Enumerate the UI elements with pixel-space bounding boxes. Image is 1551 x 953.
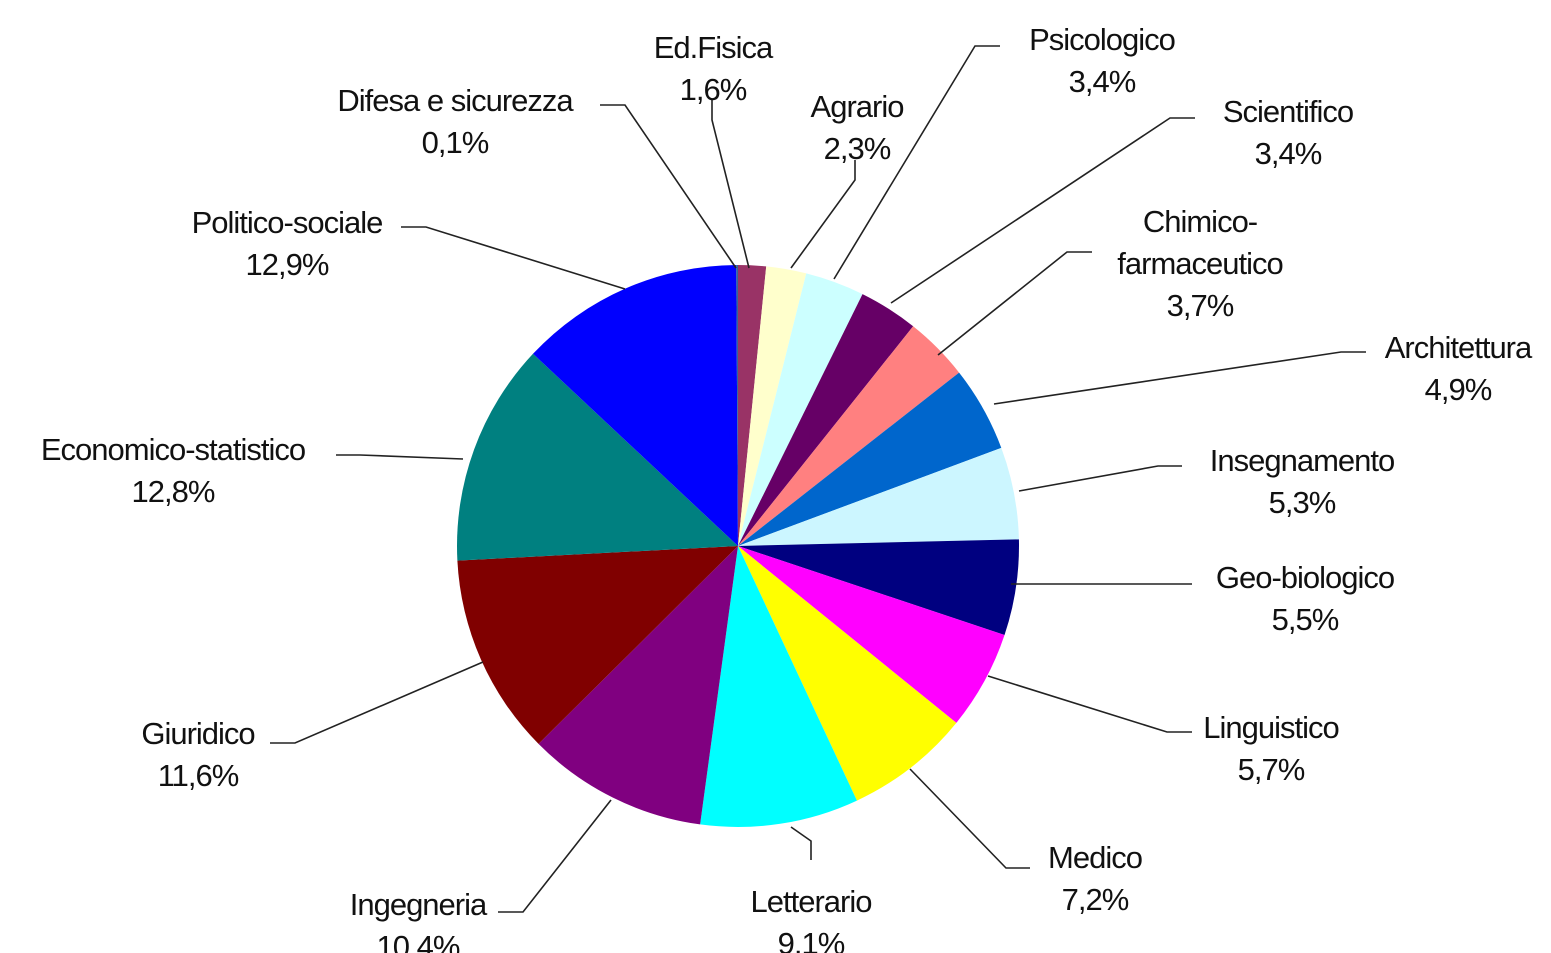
slice-label-difesa-e-sicurezza: Difesa e sicurezza 0,1% bbox=[337, 83, 574, 160]
pie-slice-architettura bbox=[738, 372, 1002, 546]
pie-slice-linguistico bbox=[738, 546, 1005, 723]
slice-name: Geo-biologico bbox=[1216, 560, 1394, 595]
slice-percent: 3,4% bbox=[1069, 64, 1136, 99]
slice-label-politico-sociale: Politico-sociale 12,9% bbox=[192, 205, 383, 282]
leader-line-medico bbox=[909, 768, 1030, 869]
slice-percent: 3,4% bbox=[1255, 136, 1322, 171]
slice-percent: 3,7% bbox=[1167, 288, 1234, 323]
slice-name: Linguistico bbox=[1203, 710, 1338, 745]
slice-name: Chimico- bbox=[1143, 204, 1257, 239]
pie-slice-psicologico bbox=[738, 273, 863, 546]
pie-slice-letterario bbox=[700, 546, 857, 827]
slice-percent: 5,3% bbox=[1269, 485, 1336, 520]
leader-line-difesa-e-sicurezza bbox=[600, 104, 737, 269]
slice-name: Letterario bbox=[751, 884, 872, 919]
pie-slices bbox=[457, 265, 1019, 827]
pie-slice-geo-biologico bbox=[738, 539, 1019, 636]
slice-percent: 2,3% bbox=[824, 131, 891, 166]
slice-percent: 12,8% bbox=[132, 474, 215, 509]
pie-slice-giuridico bbox=[457, 546, 738, 744]
pie-slice-economico-statistico bbox=[457, 353, 738, 561]
slice-label-linguistico: Linguistico 5,7% bbox=[1203, 710, 1338, 787]
slice-label-insegnamento: Insegnamento 5,3% bbox=[1210, 443, 1394, 520]
slice-label-agrario: Agrario 2,3% bbox=[811, 89, 904, 166]
slice-name: Insegnamento bbox=[1210, 443, 1394, 478]
slice-label-architettura: Architettura 4,9% bbox=[1385, 330, 1533, 407]
slice-label-economico-statistico: Economico-statistico 12,8% bbox=[41, 432, 305, 509]
slice-name: Politico-sociale bbox=[192, 205, 383, 240]
leader-line-agrario bbox=[790, 160, 856, 269]
pie-slice-ingegneria bbox=[538, 546, 738, 825]
slice-label-medico: Medico 7,2% bbox=[1048, 840, 1142, 917]
slice-label-geo-biologico: Geo-biologico 5,5% bbox=[1216, 560, 1394, 637]
leader-line-psicologico bbox=[833, 45, 1000, 280]
leader-line-letterario bbox=[790, 826, 812, 860]
slice-label-chimico-farmaceutico: Chimico-farmaceutico 3,7% bbox=[1117, 204, 1282, 323]
slice-label-letterario: Letterario 9,1% bbox=[751, 884, 872, 953]
leader-lines bbox=[270, 45, 1366, 913]
pie-slice-scientifico bbox=[738, 294, 914, 546]
leader-line-architettura bbox=[993, 351, 1366, 405]
leader-line-chimico-farmaceutico bbox=[937, 251, 1092, 356]
slice-name: Economico-statistico bbox=[41, 432, 305, 467]
pie-slice-chimico-farmaceutico bbox=[738, 326, 960, 546]
slice-name: Giuridico bbox=[141, 716, 254, 751]
slice-labels: Ed.Fisica 1,6% Agrario 2,3%Psicologico 3,4%S… bbox=[41, 22, 1534, 953]
leader-line-ed-fisica bbox=[711, 100, 750, 269]
slice-name: Medico bbox=[1048, 840, 1142, 875]
slice-percent: 12,9% bbox=[246, 247, 329, 282]
pie-slice-difesa-e-sicurezza bbox=[736, 265, 738, 546]
slice-name: Ed.Fisica bbox=[654, 30, 774, 65]
slice-percent: 1,6% bbox=[680, 72, 747, 107]
slice-name: Scientifico bbox=[1223, 94, 1353, 129]
pie-slice-insegnamento bbox=[738, 447, 1019, 546]
slice-label-giuridico: Giuridico 11,6% bbox=[141, 716, 254, 793]
leader-line-ingegneria bbox=[498, 799, 612, 913]
pie-slice-agrario bbox=[738, 266, 807, 546]
slice-percent: 7,2% bbox=[1062, 882, 1129, 917]
slice-percent: 5,5% bbox=[1272, 602, 1339, 637]
slice-name: farmaceutico bbox=[1117, 246, 1282, 281]
slice-percent: 5,7% bbox=[1238, 752, 1305, 787]
leader-line-linguistico bbox=[987, 675, 1192, 733]
slice-percent: 10,4% bbox=[377, 929, 460, 953]
leader-line-insegnamento bbox=[1018, 465, 1182, 492]
slice-name: Agrario bbox=[811, 89, 904, 124]
slice-name: Architettura bbox=[1385, 330, 1533, 365]
slice-name: Ingegneria bbox=[350, 887, 488, 922]
slice-name: Difesa e sicurezza bbox=[337, 83, 574, 118]
pie-slice-ed-fisica bbox=[738, 265, 767, 546]
leader-line-politico-sociale bbox=[401, 226, 626, 290]
slice-label-scientifico: Scientifico 3,4% bbox=[1223, 94, 1353, 171]
leader-line-giuridico bbox=[270, 661, 484, 744]
slice-label-psicologico: Psicologico 3,4% bbox=[1029, 22, 1175, 99]
slice-label-ingegneria: Ingegneria 10,4% bbox=[350, 887, 488, 953]
slice-percent: 9,1% bbox=[778, 926, 845, 953]
leader-line-scientifico bbox=[890, 117, 1195, 304]
slice-name: Psicologico bbox=[1029, 22, 1175, 57]
slice-percent: 4,9% bbox=[1425, 372, 1492, 407]
pie-slice-politico-sociale bbox=[533, 265, 738, 546]
leader-line-economico-statistico bbox=[336, 454, 464, 460]
slice-percent: 0,1% bbox=[422, 125, 489, 160]
slice-label-ed-fisica: Ed.Fisica 1,6% bbox=[654, 30, 774, 107]
slice-percent: 11,6% bbox=[158, 758, 239, 793]
pie-slice-medico bbox=[738, 546, 957, 801]
